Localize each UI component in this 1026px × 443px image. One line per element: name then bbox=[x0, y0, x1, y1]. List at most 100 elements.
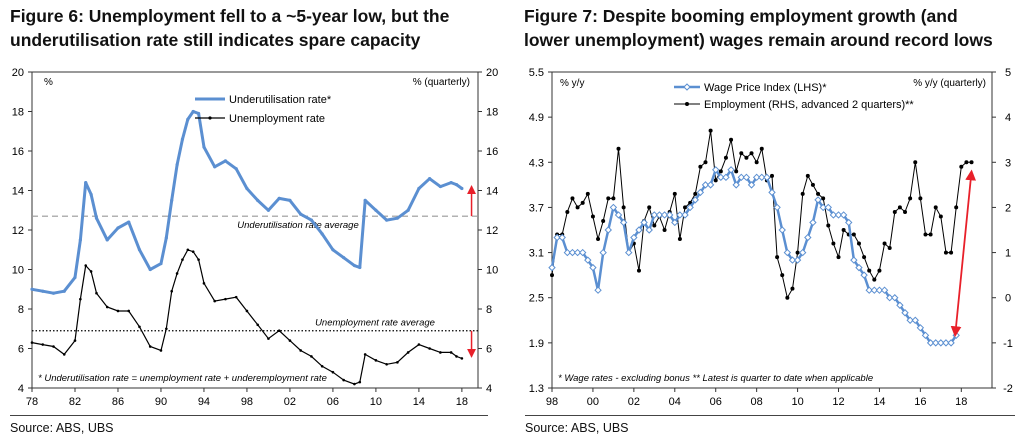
employment-point bbox=[908, 196, 913, 201]
unemployment-rate-point bbox=[73, 339, 77, 342]
unemployment-rate-point bbox=[105, 305, 109, 309]
employment-point bbox=[938, 214, 943, 219]
wage-price-index-point bbox=[609, 203, 618, 212]
wage-price-index-point bbox=[809, 218, 817, 227]
x-tick-label: 94 bbox=[198, 396, 210, 408]
y-tick-label-right: 14 bbox=[486, 186, 498, 198]
wage-price-index-point bbox=[875, 286, 884, 294]
employment-point bbox=[903, 209, 908, 214]
unemployment-rate-point bbox=[213, 299, 216, 303]
unemployment-rate-point bbox=[428, 347, 431, 350]
underutilisation-rate-point bbox=[51, 291, 56, 295]
employment-point bbox=[933, 205, 938, 210]
underutilisation-rate-point bbox=[148, 267, 152, 272]
plot-area-frame bbox=[551, 71, 993, 389]
y-tick-label-right: 4 bbox=[1005, 112, 1011, 124]
wage-price-index-point bbox=[548, 263, 556, 272]
wage-price-index-point bbox=[758, 173, 766, 182]
employment-point bbox=[580, 200, 585, 205]
figure-6-title-line-2: underutilisation rate still indicates sp… bbox=[10, 30, 421, 50]
wage-price-index-point bbox=[737, 173, 746, 182]
y-tick-label-left: 18 bbox=[12, 107, 24, 119]
underutilisation-rate-point bbox=[320, 232, 324, 236]
employment-point bbox=[851, 232, 856, 237]
wage-price-index-point bbox=[896, 301, 904, 309]
y-tick-label-left: 8 bbox=[18, 304, 24, 316]
unemployment-rate-point bbox=[234, 295, 238, 299]
employment-point bbox=[585, 191, 590, 196]
wage-price-index-point bbox=[804, 233, 812, 242]
wage-price-index-point bbox=[696, 188, 705, 197]
employment-point bbox=[754, 160, 759, 165]
wage-price-index-point bbox=[558, 233, 566, 242]
wage-price-index-point bbox=[691, 196, 699, 204]
wage-price-index-line bbox=[550, 168, 958, 345]
wage-price-index-point bbox=[865, 286, 873, 294]
y-tick-label-left: 3.7 bbox=[529, 202, 544, 214]
legend-marker-employment bbox=[685, 102, 689, 106]
employment-point bbox=[959, 164, 964, 169]
y-tick-label-left: 1.9 bbox=[529, 338, 544, 350]
employment-point bbox=[882, 241, 887, 246]
wage-price-index-point bbox=[630, 233, 638, 242]
underutilisation-rate-point bbox=[30, 287, 34, 291]
unemployment-rate-point bbox=[191, 250, 195, 254]
y-tick-label-right: 0 bbox=[1005, 293, 1011, 305]
wage-price-index-point bbox=[906, 316, 914, 324]
wage-price-index-point bbox=[584, 256, 592, 264]
unemployment-rate-point bbox=[277, 329, 281, 333]
wage-price-index-point bbox=[640, 218, 648, 227]
employment-point bbox=[790, 286, 795, 291]
underutilisation-rate-point bbox=[234, 167, 238, 171]
unemployment-rate-point bbox=[460, 357, 464, 360]
unemployment-rate-point bbox=[439, 351, 442, 354]
employment-point bbox=[816, 191, 821, 196]
wage-price-index-point bbox=[916, 324, 925, 332]
employment-point bbox=[923, 232, 928, 237]
y-tick-label-left: 12 bbox=[12, 225, 24, 237]
unemployment-rate-point bbox=[62, 353, 66, 356]
wage-price-index-point bbox=[793, 256, 802, 264]
x-tick-label: 02 bbox=[284, 396, 296, 408]
employment-point bbox=[734, 169, 739, 174]
y-tick-label-left: 2.5 bbox=[529, 293, 544, 305]
wage-price-index-point bbox=[712, 166, 720, 174]
y-tick-label-right: 4 bbox=[486, 383, 492, 395]
wage-price-index-point bbox=[578, 248, 587, 257]
figure-7-source: Source: ABS, UBS bbox=[525, 421, 629, 435]
wage-price-index-point bbox=[947, 339, 955, 347]
figure-6-title: Figure 6: Unemployment fell to a ~5-year… bbox=[10, 4, 500, 52]
x-tick-label: 78 bbox=[26, 396, 38, 408]
wage-price-index-point bbox=[937, 339, 945, 347]
unemployment-rate-point bbox=[186, 248, 190, 252]
underutilisation-rate-point bbox=[277, 196, 281, 200]
employment-point bbox=[862, 255, 867, 260]
employment-point bbox=[672, 191, 677, 196]
right-axis-unit: % (quarterly) bbox=[413, 77, 470, 88]
unemployment-rate-point bbox=[79, 297, 82, 301]
unemployment-rate-point bbox=[138, 325, 141, 329]
employment-point bbox=[821, 196, 826, 201]
y-tick-label-right: 6 bbox=[486, 344, 492, 356]
wage-price-index-point bbox=[860, 271, 868, 279]
y-tick-label-right: 20 bbox=[486, 67, 498, 79]
underutilisation-rate-point bbox=[438, 184, 442, 189]
y-tick-label-right: 3 bbox=[1005, 157, 1011, 169]
unemployment-rate-point bbox=[159, 349, 163, 352]
wage-price-index-point bbox=[870, 286, 879, 294]
unemployment-rate-point bbox=[331, 370, 335, 374]
unemployment-rate-point bbox=[385, 363, 388, 366]
x-tick-label: 14 bbox=[413, 396, 425, 408]
x-tick-label: 90 bbox=[155, 396, 167, 408]
underutilisation-rate-point bbox=[202, 145, 206, 149]
unemployment-rate-point bbox=[358, 380, 362, 384]
y-tick-label-left: 16 bbox=[12, 146, 24, 158]
wage-price-index-point bbox=[676, 211, 684, 219]
wage-price-index-point bbox=[727, 166, 735, 174]
figure-7-panel: Figure 7: Despite booming employment gro… bbox=[522, 0, 1026, 443]
wage-price-index-point bbox=[788, 256, 797, 264]
unemployment-average-label: Unemployment rate average bbox=[315, 318, 435, 329]
employment-point bbox=[636, 268, 641, 273]
employment-point bbox=[703, 160, 708, 165]
unemployment-rate-point bbox=[320, 364, 324, 368]
